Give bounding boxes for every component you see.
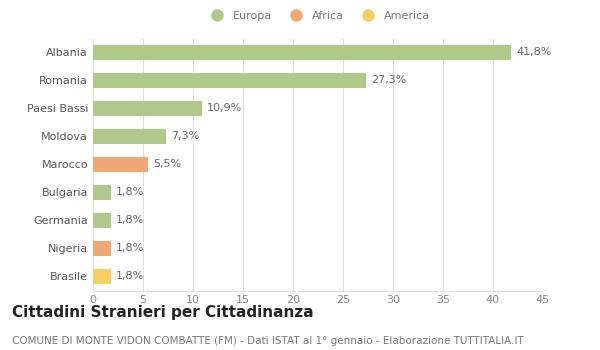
Bar [93, 241, 111, 256]
Text: 27,3%: 27,3% [371, 76, 406, 85]
Bar [93, 185, 111, 200]
Text: 7,3%: 7,3% [171, 132, 199, 141]
Text: 10,9%: 10,9% [207, 104, 242, 113]
Bar [93, 213, 111, 228]
Text: 1,8%: 1,8% [116, 244, 144, 253]
Text: 41,8%: 41,8% [516, 48, 551, 57]
Text: COMUNE DI MONTE VIDON COMBATTE (FM) - Dati ISTAT al 1° gennaio - Elaborazione TU: COMUNE DI MONTE VIDON COMBATTE (FM) - Da… [12, 336, 524, 346]
Legend: Europa, Africa, America: Europa, Africa, America [202, 6, 434, 25]
Bar [93, 129, 166, 144]
Bar [93, 157, 148, 172]
Bar [93, 101, 202, 116]
Text: 1,8%: 1,8% [116, 272, 144, 281]
Text: 1,8%: 1,8% [116, 216, 144, 225]
Bar [93, 73, 366, 88]
Text: Cittadini Stranieri per Cittadinanza: Cittadini Stranieri per Cittadinanza [12, 304, 314, 320]
Bar [93, 269, 111, 284]
Text: 5,5%: 5,5% [153, 160, 181, 169]
Bar [93, 45, 511, 60]
Text: 1,8%: 1,8% [116, 188, 144, 197]
